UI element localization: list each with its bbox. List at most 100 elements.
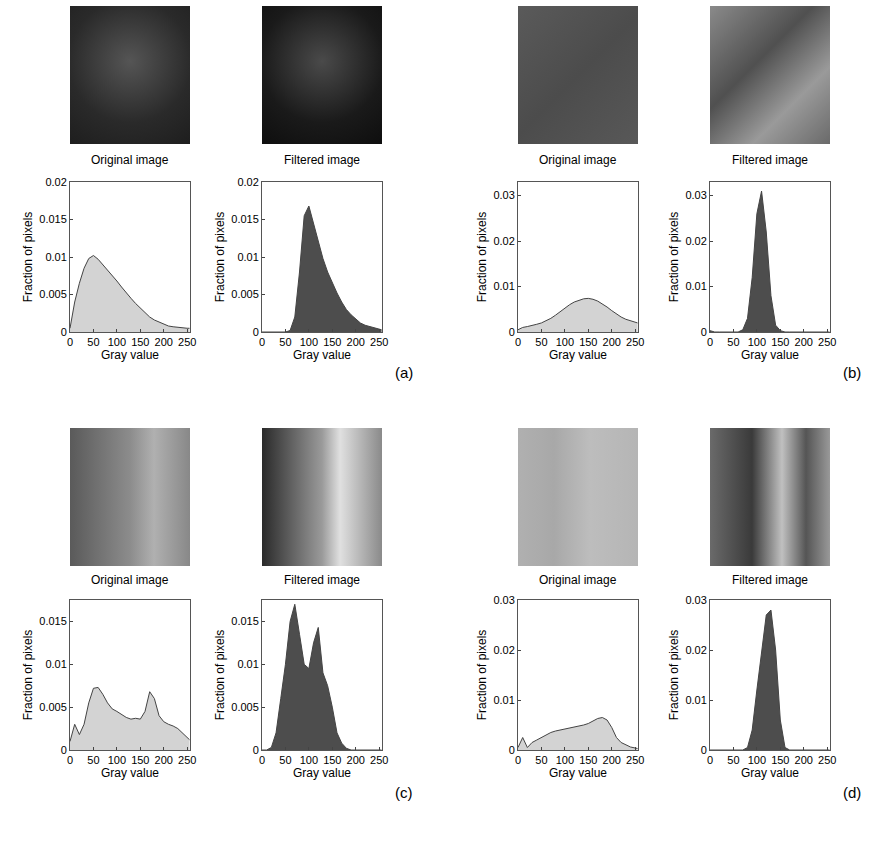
svg-text:100: 100	[556, 754, 574, 766]
svg-text:200: 200	[347, 336, 365, 348]
svg-text:200: 200	[795, 336, 813, 348]
svg-text:(b): (b)	[843, 364, 861, 381]
svg-text:150: 150	[323, 336, 341, 348]
svg-text:100: 100	[748, 754, 766, 766]
svg-text:Fraction of pixels: Fraction of pixels	[213, 630, 227, 721]
svg-text:250: 250	[818, 754, 836, 766]
svg-text:250: 250	[370, 336, 388, 348]
svg-text:100: 100	[108, 336, 126, 348]
svg-text:50: 50	[535, 336, 547, 348]
svg-text:100: 100	[300, 754, 318, 766]
svg-text:0: 0	[259, 754, 265, 766]
svg-text:Fraction of pixels: Fraction of pixels	[667, 630, 681, 721]
svg-text:0.02: 0.02	[685, 235, 706, 247]
svg-text:Gray value: Gray value	[293, 766, 351, 780]
svg-text:0.01: 0.01	[685, 694, 706, 706]
svg-text:(d): (d)	[843, 784, 861, 801]
svg-text:250: 250	[178, 336, 196, 348]
svg-text:0: 0	[61, 326, 67, 338]
svg-text:0: 0	[253, 744, 259, 756]
svg-text:0.005: 0.005	[39, 288, 67, 300]
svg-text:200: 200	[155, 754, 173, 766]
svg-text:Gray value: Gray value	[101, 766, 159, 780]
svg-text:0.005: 0.005	[231, 288, 259, 300]
svg-text:50: 50	[87, 336, 99, 348]
svg-text:0: 0	[259, 336, 265, 348]
svg-text:0.015: 0.015	[231, 615, 259, 627]
svg-text:0: 0	[509, 326, 515, 338]
svg-text:150: 150	[131, 336, 149, 348]
svg-text:0.02: 0.02	[237, 176, 258, 188]
svg-text:250: 250	[626, 754, 644, 766]
svg-text:100: 100	[108, 754, 126, 766]
svg-text:0.02: 0.02	[493, 235, 514, 247]
svg-text:250: 250	[626, 336, 644, 348]
svg-text:100: 100	[556, 336, 574, 348]
svg-text:(c): (c)	[395, 784, 413, 801]
svg-text:150: 150	[579, 336, 597, 348]
svg-text:Gray value: Gray value	[549, 348, 607, 362]
svg-text:0.01: 0.01	[685, 280, 706, 292]
svg-text:0.015: 0.015	[39, 615, 67, 627]
svg-text:50: 50	[535, 754, 547, 766]
svg-text:Gray value: Gray value	[101, 348, 159, 362]
svg-text:0: 0	[67, 754, 73, 766]
svg-text:150: 150	[771, 754, 789, 766]
svg-text:0.005: 0.005	[39, 701, 67, 713]
svg-text:150: 150	[131, 754, 149, 766]
svg-text:0.02: 0.02	[45, 176, 66, 188]
svg-text:0: 0	[67, 336, 73, 348]
svg-text:Gray value: Gray value	[741, 348, 799, 362]
svg-text:0.03: 0.03	[685, 189, 706, 201]
svg-text:100: 100	[748, 336, 766, 348]
svg-text:0.02: 0.02	[685, 644, 706, 656]
svg-text:Fraction of pixels: Fraction of pixels	[667, 212, 681, 303]
svg-text:Gray value: Gray value	[293, 348, 351, 362]
svg-text:0: 0	[509, 744, 515, 756]
svg-text:0.015: 0.015	[39, 213, 67, 225]
svg-text:Gray value: Gray value	[741, 766, 799, 780]
svg-text:Fraction of pixels: Fraction of pixels	[475, 630, 489, 721]
svg-text:Filtered image: Filtered image	[284, 153, 360, 167]
svg-text:50: 50	[279, 336, 291, 348]
svg-text:0: 0	[707, 336, 713, 348]
svg-text:0.01: 0.01	[493, 280, 514, 292]
svg-text:0: 0	[515, 336, 521, 348]
svg-text:Filtered image: Filtered image	[732, 153, 808, 167]
svg-text:0.01: 0.01	[237, 658, 258, 670]
svg-text:Filtered image: Filtered image	[284, 573, 360, 587]
svg-text:200: 200	[603, 754, 621, 766]
svg-text:0: 0	[515, 754, 521, 766]
svg-text:Fraction of pixels: Fraction of pixels	[21, 630, 35, 721]
svg-text:250: 250	[818, 336, 836, 348]
svg-text:200: 200	[155, 336, 173, 348]
svg-text:150: 150	[323, 754, 341, 766]
svg-text:Original image: Original image	[91, 573, 169, 587]
svg-text:0.01: 0.01	[237, 251, 258, 263]
svg-text:150: 150	[579, 754, 597, 766]
svg-text:200: 200	[603, 336, 621, 348]
svg-text:0.01: 0.01	[45, 251, 66, 263]
svg-text:Fraction of pixels: Fraction of pixels	[213, 212, 227, 303]
svg-text:50: 50	[87, 754, 99, 766]
svg-text:Fraction of pixels: Fraction of pixels	[21, 212, 35, 303]
svg-text:0.02: 0.02	[493, 644, 514, 656]
svg-text:250: 250	[178, 754, 196, 766]
svg-text:50: 50	[727, 754, 739, 766]
svg-text:0: 0	[61, 744, 67, 756]
svg-text:Filtered image: Filtered image	[732, 573, 808, 587]
svg-text:0: 0	[253, 326, 259, 338]
svg-text:200: 200	[795, 754, 813, 766]
svg-text:0.03: 0.03	[685, 594, 706, 606]
svg-text:0.01: 0.01	[493, 694, 514, 706]
svg-text:0.015: 0.015	[231, 213, 259, 225]
svg-text:0: 0	[701, 326, 707, 338]
svg-text:(a): (a)	[395, 364, 413, 381]
svg-text:0.03: 0.03	[493, 189, 514, 201]
svg-text:0.01: 0.01	[45, 658, 66, 670]
svg-text:250: 250	[370, 754, 388, 766]
svg-text:0.005: 0.005	[231, 701, 259, 713]
svg-text:Original image: Original image	[91, 153, 169, 167]
svg-text:0: 0	[707, 754, 713, 766]
svg-text:Original image: Original image	[539, 153, 617, 167]
